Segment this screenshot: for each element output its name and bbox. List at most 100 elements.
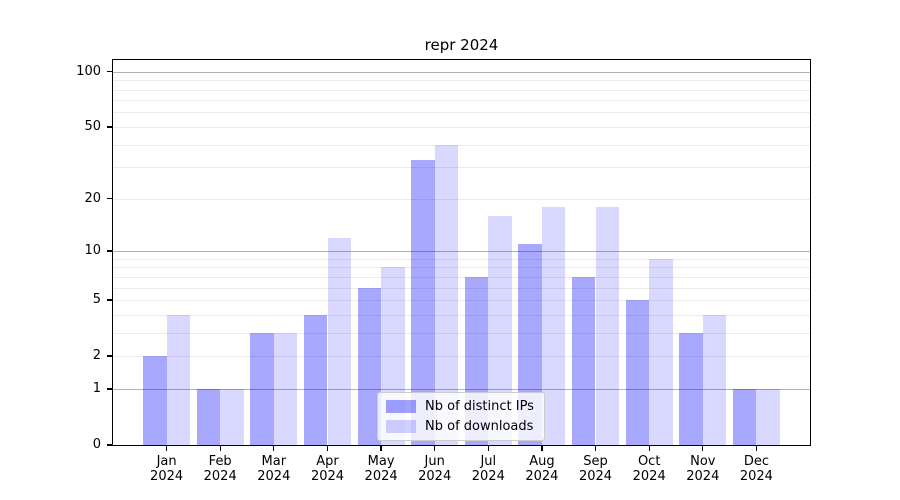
y-tick-label: 100 — [76, 63, 101, 79]
bar-downloads — [220, 388, 244, 445]
x-tick-month: Apr — [316, 454, 339, 469]
bar-distinct-ips — [571, 276, 596, 445]
x-tick-month: Sep — [583, 454, 608, 469]
bar-downloads — [541, 206, 566, 445]
y-tick-label: 5 — [92, 292, 101, 307]
gridline-major — [113, 388, 810, 390]
y-tick-label: 2 — [92, 348, 101, 364]
bar-downloads — [166, 314, 191, 445]
x-tick-label: Aug 2024 — [514, 454, 570, 484]
y-tick — [107, 388, 113, 390]
legend-item-downloads: Nb of downloads — [386, 419, 534, 434]
x-tick-year: 2024 — [525, 469, 559, 484]
x-tick-year: 2024 — [632, 469, 666, 484]
gridline-minor — [113, 258, 810, 260]
gridline-minor — [113, 144, 810, 146]
gridline-minor — [113, 356, 810, 358]
bar-downloads — [702, 314, 727, 445]
gridline-minor — [113, 198, 810, 200]
y-tick-label: 50 — [84, 118, 101, 134]
bar-downloads — [434, 144, 459, 445]
bar-distinct-ips — [732, 388, 757, 445]
y-tick-label: 10 — [84, 243, 101, 258]
y-tick-label: 0 — [92, 437, 101, 452]
x-tick-month: Jun — [424, 454, 445, 469]
x-tick-year: 2024 — [739, 469, 773, 484]
gridline-minor — [113, 332, 810, 334]
gridline-minor — [113, 126, 810, 128]
x-tick — [380, 446, 382, 451]
legend-swatch-distinct-ips — [386, 400, 416, 413]
x-tick-label: Mar 2024 — [246, 454, 302, 484]
x-tick-month: Oct — [637, 454, 661, 469]
legend: Nb of distinct IPs Nb of downloads — [377, 392, 545, 441]
y-tick-label: 1 — [92, 380, 101, 396]
x-tick-label: Jun 2024 — [407, 454, 463, 484]
x-tick-label: May 2024 — [353, 454, 409, 484]
x-tick-year: 2024 — [203, 469, 237, 484]
x-tick — [648, 446, 650, 451]
gridline-minor — [113, 287, 810, 289]
y-tick — [107, 355, 113, 357]
gridline-minor — [113, 314, 810, 316]
legend-label-downloads: Nb of downloads — [425, 419, 534, 434]
x-tick-label: Apr 2024 — [300, 454, 356, 484]
x-tick-year: 2024 — [471, 469, 505, 484]
bar-distinct-ips — [679, 332, 703, 445]
x-tick-year: 2024 — [686, 469, 720, 484]
bar-downloads — [649, 258, 673, 445]
x-tick — [487, 446, 489, 451]
x-tick-month: Nov — [690, 454, 716, 469]
x-tick-month: May — [367, 454, 395, 469]
bar-downloads — [595, 206, 620, 445]
x-tick — [594, 446, 597, 451]
x-tick — [755, 446, 758, 451]
bar-distinct-ips — [250, 332, 274, 445]
x-tick — [326, 446, 329, 451]
gridline-minor — [113, 100, 810, 102]
y-tick — [107, 299, 113, 301]
x-tick-year: 2024 — [418, 469, 452, 484]
x-tick-label: Feb 2024 — [192, 454, 248, 484]
gridline-minor — [113, 80, 810, 82]
x-tick-year: 2024 — [257, 469, 291, 484]
bar-downloads — [327, 237, 352, 445]
y-tick — [107, 250, 113, 252]
y-tick — [107, 126, 113, 128]
x-tick-month: Jan — [156, 454, 177, 469]
y-tick — [107, 198, 113, 200]
x-tick-label: Jul 2024 — [460, 454, 516, 484]
x-tick-month: Dec — [743, 454, 769, 469]
gridline-major — [113, 251, 810, 252]
x-tick-label: Oct 2024 — [621, 454, 677, 484]
x-tick-month: Mar — [261, 454, 287, 469]
bar-distinct-ips — [196, 388, 221, 445]
y-tick — [107, 444, 113, 446]
x-tick — [434, 446, 436, 451]
x-tick-month: Feb — [208, 454, 232, 469]
x-tick-year: 2024 — [150, 469, 184, 484]
x-tick-label: Sep 2024 — [568, 454, 624, 484]
x-tick-year: 2024 — [364, 469, 398, 484]
bar-distinct-ips — [625, 300, 650, 445]
y-tick — [107, 70, 113, 73]
x-tick-label: Nov 2024 — [675, 454, 731, 484]
gridline-minor — [113, 267, 810, 269]
gridline-major — [113, 71, 810, 73]
legend-label-distinct-ips: Nb of distinct IPs — [425, 399, 534, 414]
x-tick — [219, 446, 221, 451]
legend-item-distinct-ips: Nb of distinct IPs — [386, 399, 534, 414]
x-tick-label: Dec 2024 — [728, 454, 784, 484]
bar-downloads — [273, 332, 298, 445]
bar-downloads — [488, 215, 512, 445]
chart-title: repr 2024 — [424, 36, 499, 54]
x-tick — [541, 446, 543, 451]
x-tick — [273, 446, 275, 451]
gridline-minor — [113, 300, 810, 301]
y-tick-label: 20 — [84, 190, 101, 206]
bar-distinct-ips — [303, 314, 328, 445]
bar-downloads — [756, 388, 780, 445]
bar-distinct-ips — [411, 159, 435, 445]
bar-distinct-ips — [357, 287, 382, 445]
